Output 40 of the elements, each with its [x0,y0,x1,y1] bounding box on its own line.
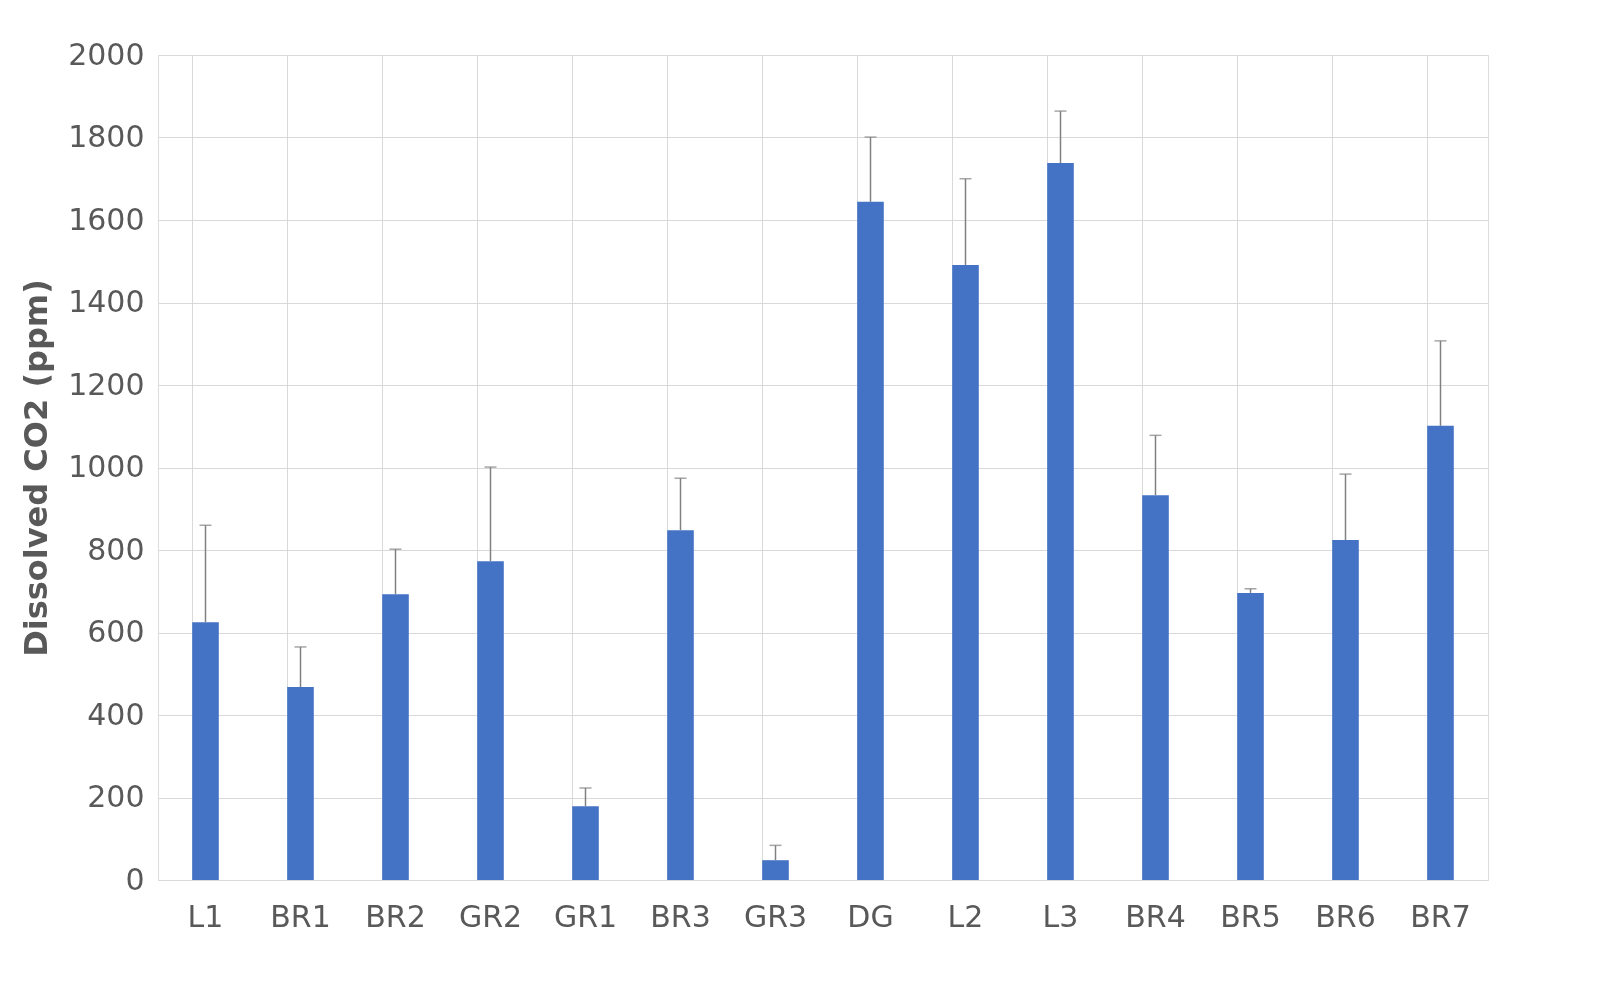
x-tick-label: BR2 [365,898,426,934]
bar [1332,540,1359,880]
x-tick-label: DG [847,898,894,934]
x-tick-label: BR6 [1315,898,1376,934]
bar [287,686,314,880]
bar [1047,163,1074,880]
y-tick-label: 200 [87,779,145,814]
bar [667,530,694,880]
bar [857,201,884,880]
bar [572,806,599,880]
bar [1142,495,1169,880]
x-tick-label: L3 [1042,898,1079,934]
bar [192,622,219,880]
x-tick-label: BR1 [270,898,331,934]
x-tick-label: BR7 [1410,898,1471,934]
y-tick-label: 2000 [68,36,145,72]
bar [382,594,409,880]
x-tick-label: BR4 [1125,898,1186,934]
y-tick-label: 800 [87,531,145,567]
x-tick-label: GR1 [553,898,618,934]
y-tick-label: 1200 [68,366,145,402]
x-tick-label: L2 [947,898,984,934]
y-axis-title: Dissolved CO2 (ppm) [17,279,56,657]
bar [952,264,979,880]
bar [762,860,789,880]
bar [1237,592,1264,880]
x-tick-label: BR3 [650,898,711,934]
y-tick-label: 1800 [68,119,145,154]
y-tick-label: 1000 [68,449,145,484]
y-tick-label: 0 [125,861,145,897]
y-tick-label: 600 [87,614,145,649]
y-tick-label: 1600 [68,201,145,237]
bar [477,561,504,880]
y-tick-label: 1400 [68,284,145,319]
bar [1427,425,1454,880]
x-tick-label: GR3 [743,898,808,934]
x-tick-label: BR5 [1220,898,1281,934]
x-tick-label: GR2 [458,898,523,934]
x-tick-label: L1 [187,898,224,934]
y-tick-label: 400 [87,696,145,732]
